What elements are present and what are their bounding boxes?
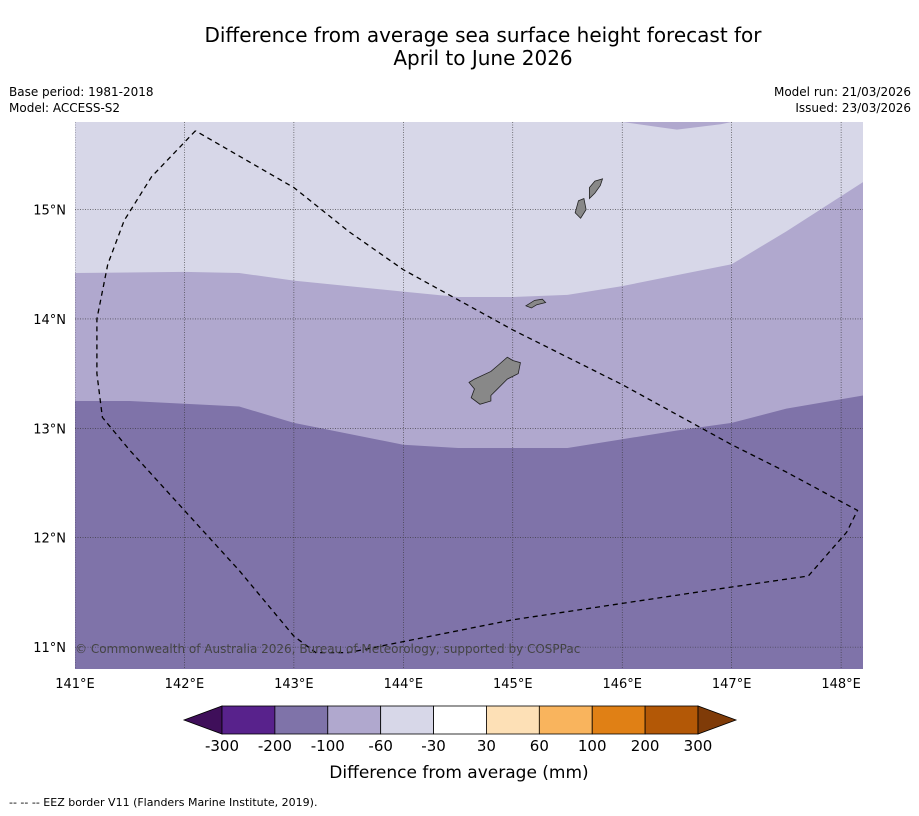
island-tinian: [574, 198, 587, 219]
colorbar-tick-label: 200: [631, 737, 660, 755]
y-tick-label: 11°N: [33, 641, 66, 656]
colorbar-segment: [433, 705, 487, 735]
footer-note: -- -- -- EEZ border V11 (Flanders Marine…: [9, 796, 318, 809]
x-tick-label: 147°E: [712, 677, 752, 692]
y-tick-label: 14°N: [33, 313, 66, 328]
x-tick-label: 148°E: [821, 677, 861, 692]
meta-left: Base period: 1981-2018 Model: ACCESS-S2: [9, 84, 154, 116]
chart-title-line1: Difference from average sea surface heig…: [204, 23, 762, 47]
field-band-2: [75, 395, 863, 669]
colorbar-segment: [221, 705, 276, 735]
x-tick-label: 145°E: [493, 677, 533, 692]
colorbar-extend-high: [697, 705, 738, 735]
colorbar-segment: [591, 705, 646, 735]
colorbar-extend-low: [182, 705, 223, 735]
field-patch-0: [622, 122, 732, 130]
colorbar-segment: [380, 705, 434, 735]
model-run: Model run: 21/03/2026: [773, 85, 911, 99]
x-tick-label: 141°E: [55, 677, 95, 692]
island-rota: [525, 298, 547, 309]
colorbar-tick-label: 300: [684, 737, 713, 755]
chart-title: Difference from average sea surface heig…: [0, 24, 919, 70]
colorbar-tick-label: 30: [477, 737, 496, 755]
island-saipan: [588, 178, 604, 200]
colorbar-tick-label: -300: [205, 737, 239, 755]
colorbar-tick-label: -200: [258, 737, 292, 755]
colorbar-segment: [486, 705, 540, 735]
colorbar-segment: [274, 705, 329, 735]
copyright-text: © Commonwealth of Australia 2026, Bureau…: [75, 642, 580, 656]
issue-date: Issued: 23/03/2026: [795, 101, 911, 115]
y-tick-label: 15°N: [33, 204, 66, 219]
x-tick-label: 144°E: [384, 677, 424, 692]
colorbar-tick-label: -30: [421, 737, 446, 755]
colorbar-label: Difference from average (mm): [329, 763, 588, 783]
colorbar-tick-label: 100: [578, 737, 607, 755]
y-tick-label: 12°N: [33, 532, 66, 547]
x-tick-label: 143°E: [274, 677, 314, 692]
chart-title-line2: April to June 2026: [393, 46, 573, 70]
y-tick-label: 13°N: [33, 422, 66, 437]
colorbar-segment: [327, 705, 382, 735]
eez-border: [96, 130, 859, 654]
meta-right: Model run: 21/03/2026 Issued: 23/03/2026: [774, 84, 911, 116]
colorbar-tick-label: -60: [368, 737, 393, 755]
model-name: Model: ACCESS-S2: [9, 101, 121, 115]
x-tick-label: 146°E: [602, 677, 642, 692]
colorbar-tick-label: -100: [311, 737, 345, 755]
colorbar-segment: [644, 705, 699, 735]
colorbar-segment: [538, 705, 593, 735]
base-period: Base period: 1981-2018: [9, 85, 154, 99]
x-tick-label: 142°E: [165, 677, 205, 692]
colorbar-tick-label: 60: [530, 737, 549, 755]
island-guam: [468, 356, 521, 405]
